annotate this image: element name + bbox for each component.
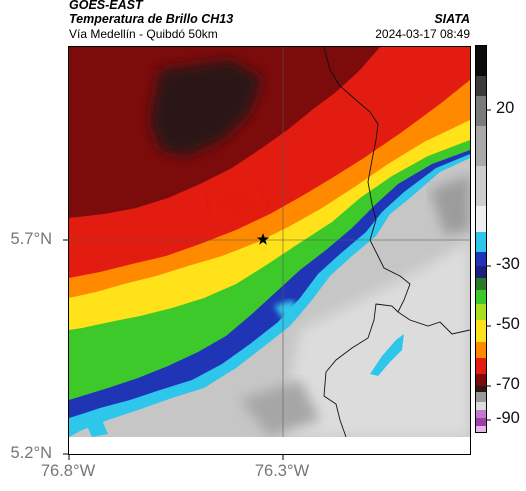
lon-tick-label: 76.8°W bbox=[40, 462, 96, 480]
colorbar-tick-label: -90 bbox=[496, 409, 520, 427]
location-subtitle: Vía Medellín - Quibdó 50km bbox=[69, 27, 218, 41]
satellite-source: GOES-EAST bbox=[69, 0, 143, 12]
lat-tick-label: 5.7°N bbox=[10, 230, 52, 248]
band-coldest bbox=[150, 60, 262, 156]
cloud-patch-left bbox=[86, 420, 108, 437]
cloud-patch-mid bbox=[274, 300, 300, 320]
ground-dark2 bbox=[240, 380, 320, 436]
product-title: Temperatura de Brillo CH13 bbox=[69, 12, 234, 26]
colorbar-tick-label: -50 bbox=[496, 315, 520, 333]
boundary-line-2 bbox=[323, 303, 399, 437]
location-star-icon bbox=[256, 233, 270, 245]
timestamp: 2024-03-17 08:49 bbox=[375, 27, 470, 41]
brightness-temperature-field bbox=[69, 47, 470, 437]
colorbar bbox=[475, 45, 491, 433]
organization-label: SIATA bbox=[434, 12, 470, 26]
ground-warm bbox=[280, 240, 470, 437]
cloud-patch-right bbox=[370, 334, 404, 376]
colorbar-tick-label: -30 bbox=[496, 255, 520, 273]
lat-tick-label: 5.2°N bbox=[10, 444, 52, 462]
colorbar-tick-label: -70 bbox=[496, 375, 520, 393]
ground-dark bbox=[430, 175, 470, 235]
band-red-patch bbox=[210, 184, 268, 222]
lon-tick-label: 76.3°W bbox=[254, 462, 310, 480]
colorbar-tick-label: 20 bbox=[496, 99, 515, 117]
